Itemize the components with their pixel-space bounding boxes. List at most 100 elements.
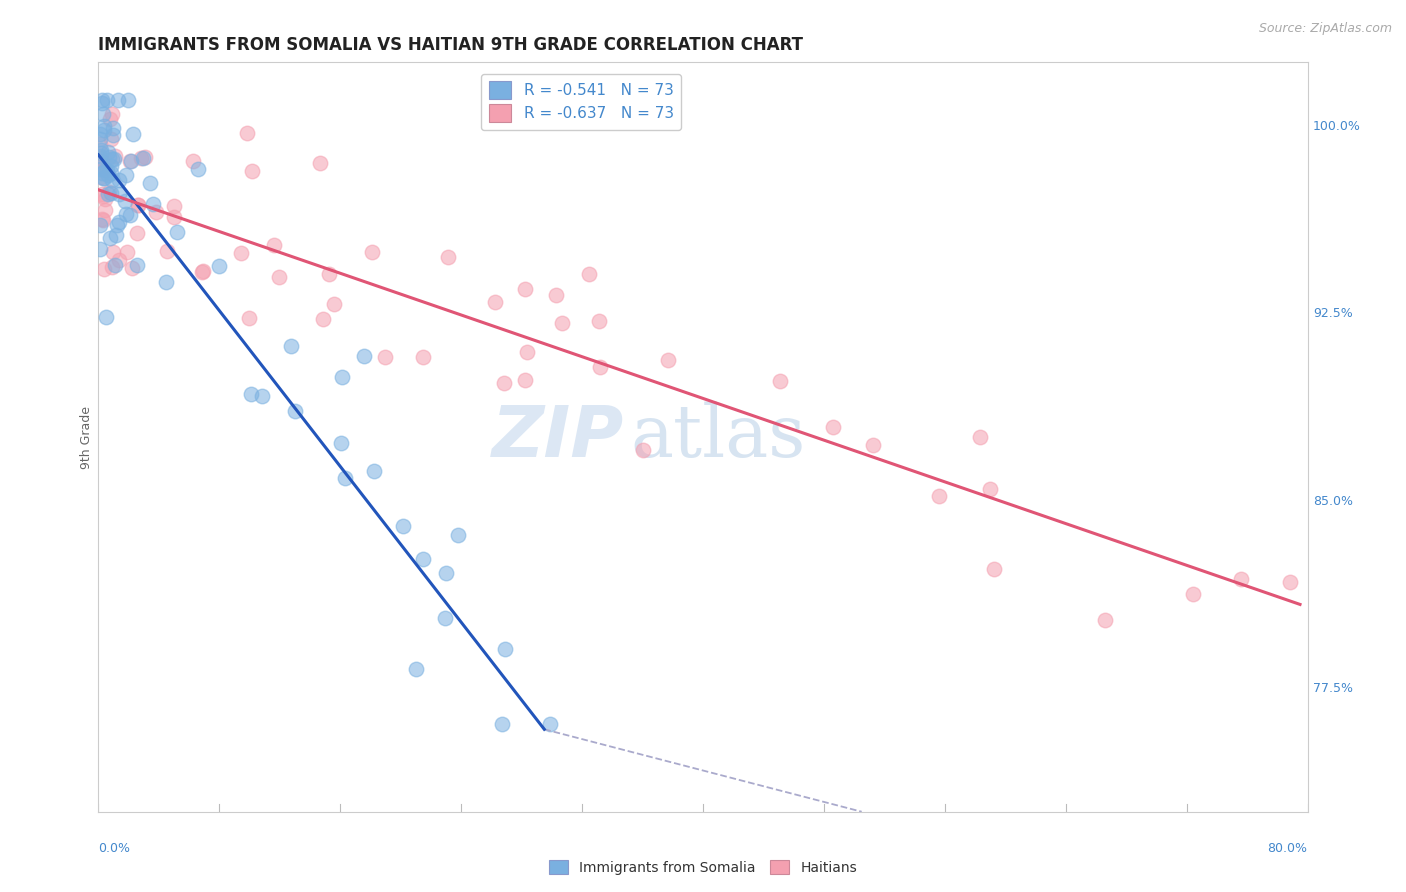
Point xyxy=(94,162,117,177)
Point xyxy=(405,662,427,676)
Point xyxy=(252,389,274,403)
Point xyxy=(118,154,141,169)
Point xyxy=(156,244,179,258)
Point xyxy=(494,641,516,656)
Point xyxy=(104,148,127,162)
Point xyxy=(412,350,434,364)
Point xyxy=(284,403,307,417)
Point xyxy=(89,218,111,232)
Point xyxy=(229,246,252,260)
Point xyxy=(983,561,1005,575)
Point xyxy=(353,349,375,363)
Point xyxy=(100,186,122,200)
Point xyxy=(312,312,335,326)
Point xyxy=(115,245,138,260)
Point xyxy=(821,420,844,434)
Point xyxy=(100,166,122,180)
Point xyxy=(484,295,506,310)
Point xyxy=(769,374,792,388)
Point xyxy=(538,717,561,731)
Point xyxy=(100,112,122,126)
Point xyxy=(90,146,112,161)
Point xyxy=(121,127,143,141)
Point xyxy=(89,132,111,146)
Point xyxy=(309,156,332,170)
Point xyxy=(91,213,114,227)
Point xyxy=(100,260,122,274)
Point xyxy=(513,372,536,386)
Point xyxy=(127,198,149,212)
Point xyxy=(1229,572,1251,586)
Point xyxy=(104,227,127,242)
Point xyxy=(94,202,117,217)
Point xyxy=(90,93,112,107)
Point xyxy=(374,350,396,364)
Point xyxy=(446,527,468,541)
Point xyxy=(103,128,125,142)
Point xyxy=(516,345,538,359)
Point xyxy=(631,443,654,458)
Point xyxy=(91,166,114,180)
Point xyxy=(142,197,165,211)
Point xyxy=(97,187,120,202)
Point xyxy=(108,173,131,187)
Legend: Immigrants from Somalia, Haitians: Immigrants from Somalia, Haitians xyxy=(543,855,863,880)
Point xyxy=(333,471,356,485)
Point xyxy=(107,93,129,107)
Point xyxy=(969,430,991,444)
Point xyxy=(127,258,149,272)
Point xyxy=(90,170,112,185)
Point xyxy=(163,210,186,224)
Point xyxy=(361,244,384,259)
Point xyxy=(363,464,385,478)
Point xyxy=(94,192,117,206)
Point xyxy=(166,225,188,239)
Point xyxy=(240,163,263,178)
Point xyxy=(93,122,115,136)
Point xyxy=(89,148,111,162)
Point xyxy=(236,126,259,140)
Point xyxy=(280,339,302,353)
Point xyxy=(323,297,346,311)
Point xyxy=(114,194,136,209)
Point xyxy=(91,211,114,226)
Point xyxy=(318,267,340,281)
Point xyxy=(121,260,143,275)
Point xyxy=(93,119,115,133)
Point xyxy=(551,316,574,330)
Point xyxy=(127,198,149,212)
Point xyxy=(132,152,155,166)
Point xyxy=(578,267,600,281)
Point xyxy=(90,186,112,201)
Point xyxy=(90,95,112,110)
Point xyxy=(93,189,115,203)
Text: ZIP: ZIP xyxy=(492,402,624,472)
Point xyxy=(91,161,114,175)
Point xyxy=(589,360,612,375)
Y-axis label: 9th Grade: 9th Grade xyxy=(80,406,93,468)
Point xyxy=(105,218,128,232)
Point xyxy=(1181,587,1204,601)
Point xyxy=(100,159,122,173)
Point xyxy=(979,483,1001,497)
Point xyxy=(139,176,162,190)
Point xyxy=(103,244,125,259)
Text: 0.0%: 0.0% xyxy=(98,842,131,855)
Point xyxy=(101,107,124,121)
Point xyxy=(97,185,120,199)
Point xyxy=(191,264,214,278)
Point xyxy=(90,143,112,157)
Point xyxy=(93,171,115,186)
Point xyxy=(1278,574,1301,589)
Point xyxy=(391,519,413,533)
Point xyxy=(181,153,204,168)
Point xyxy=(1094,613,1116,627)
Point xyxy=(588,314,610,328)
Point xyxy=(238,311,260,326)
Point xyxy=(269,269,291,284)
Point xyxy=(928,489,950,503)
Text: Source: ZipAtlas.com: Source: ZipAtlas.com xyxy=(1258,22,1392,36)
Point xyxy=(125,226,148,240)
Point xyxy=(96,162,118,177)
Point xyxy=(103,152,125,166)
